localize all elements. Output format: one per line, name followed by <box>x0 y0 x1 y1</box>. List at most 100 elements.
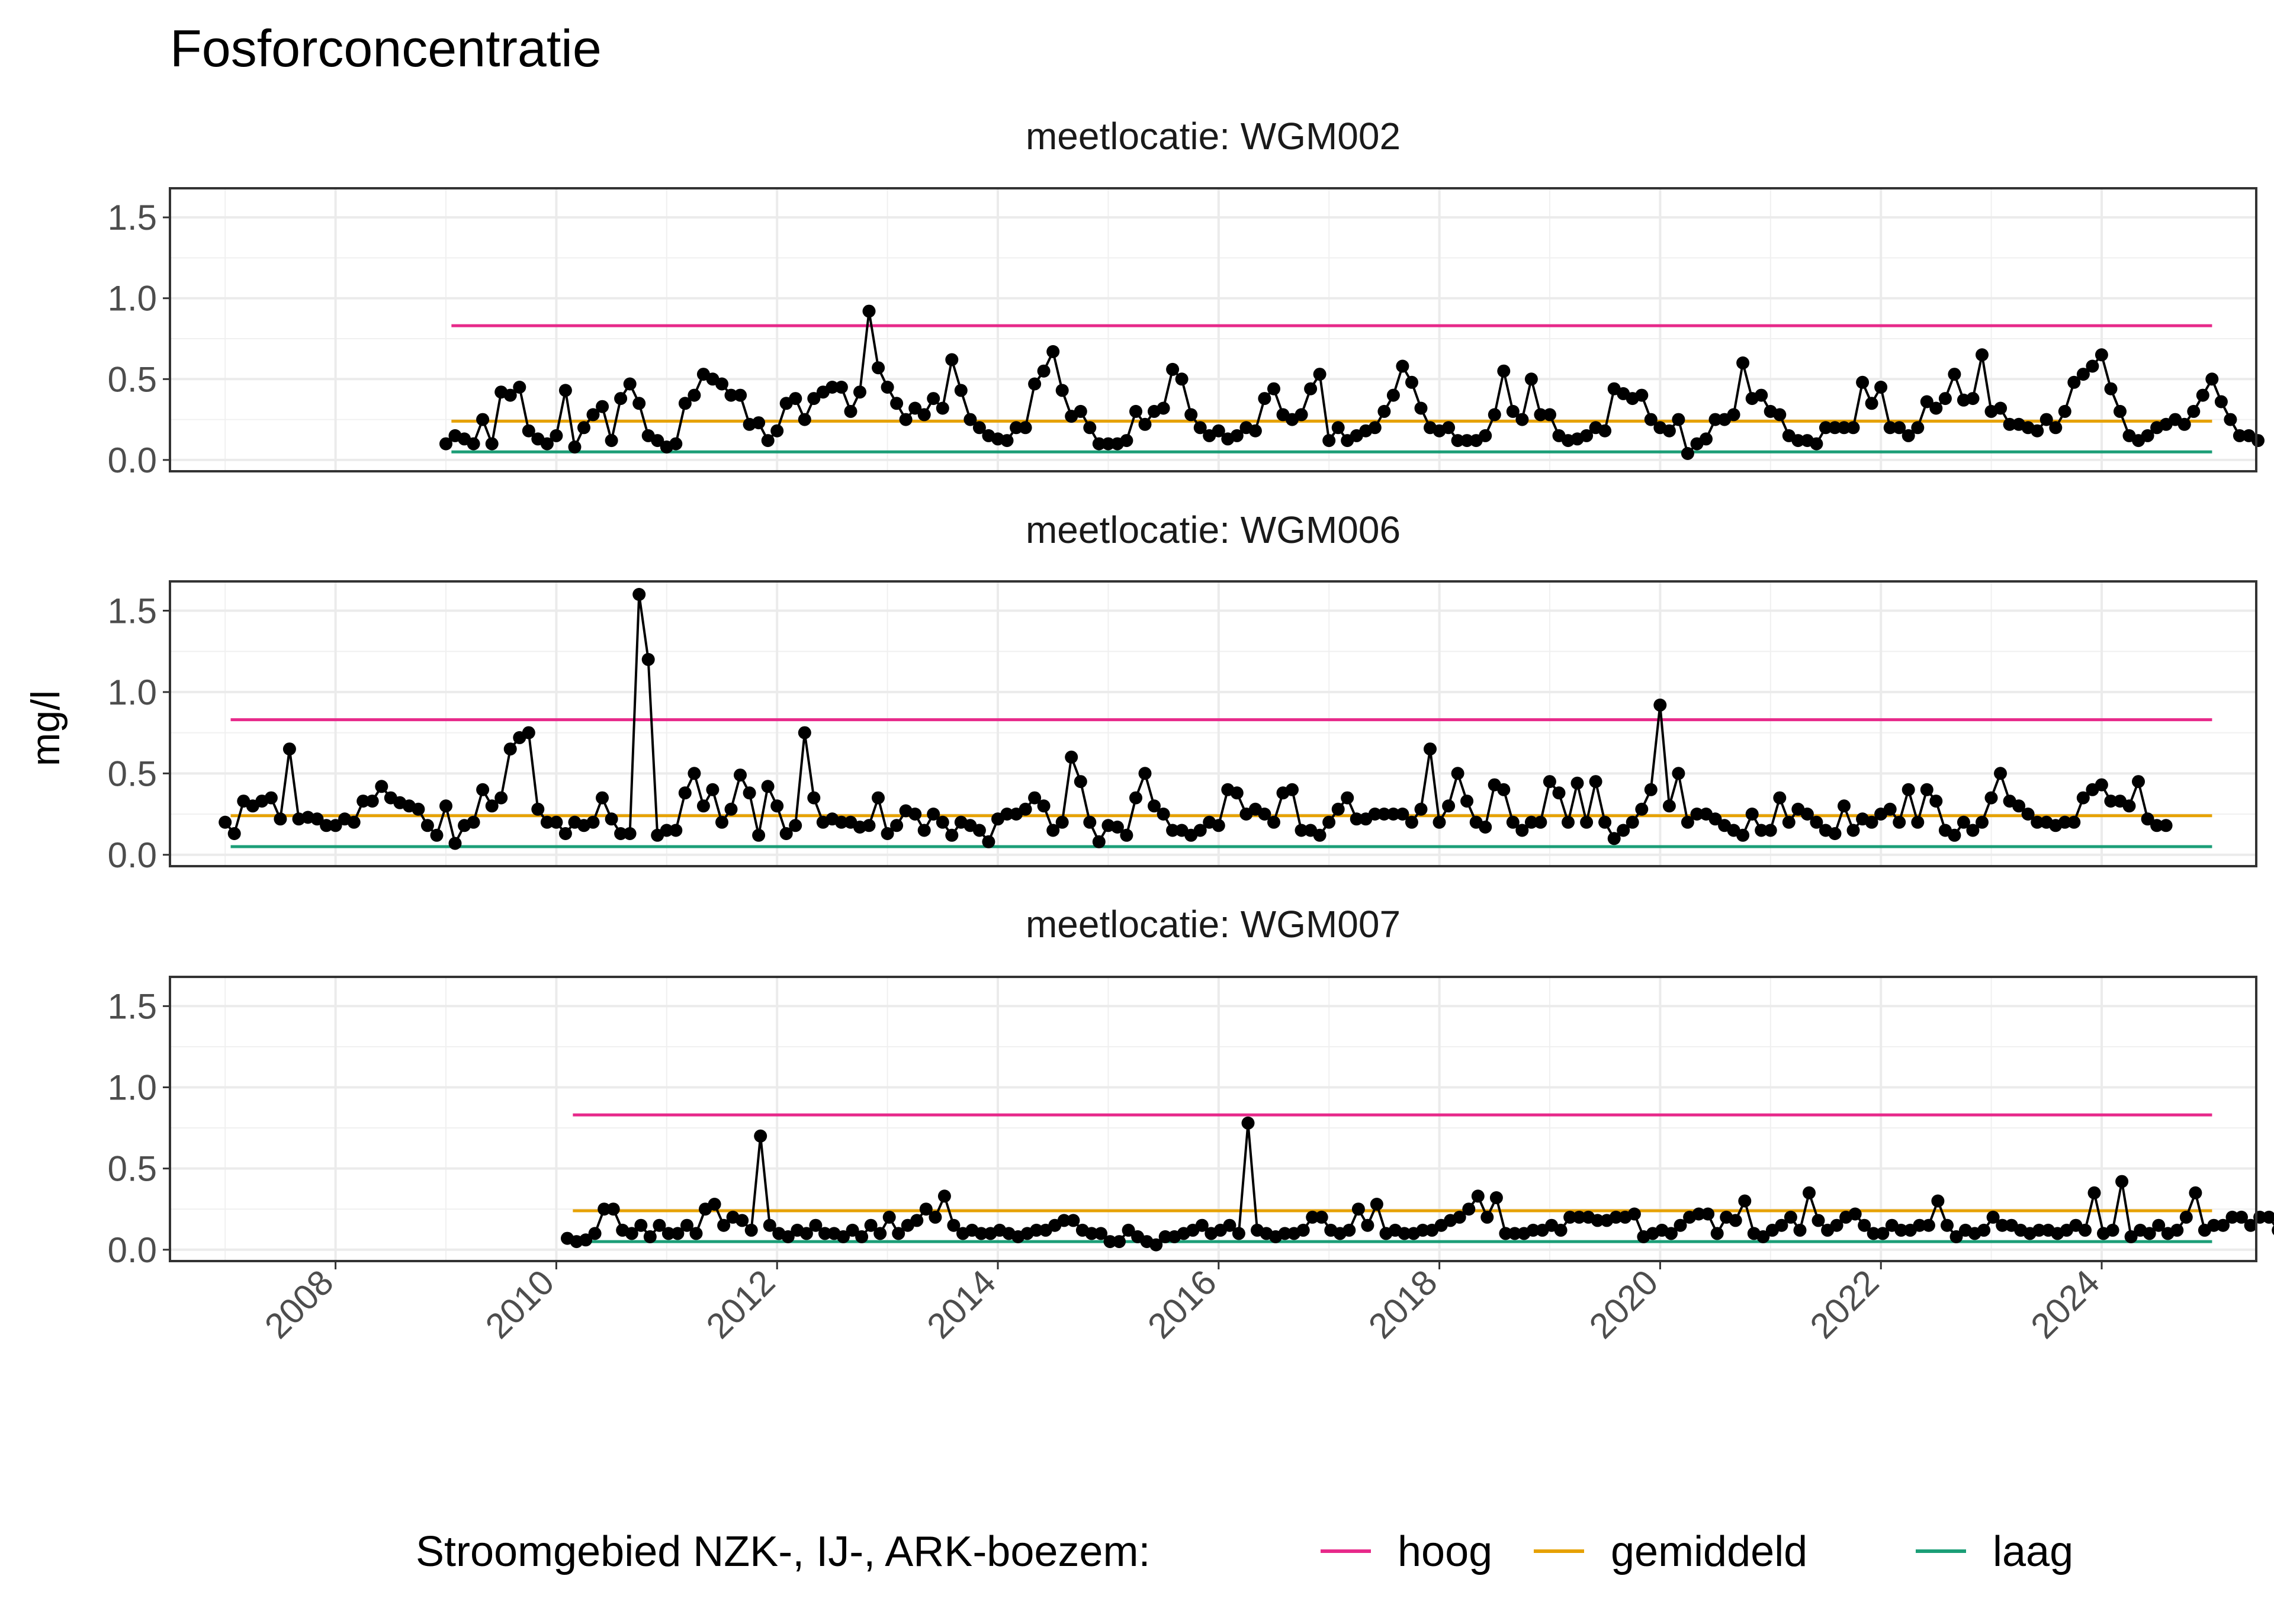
data-point <box>1296 1223 1310 1237</box>
data-point <box>540 815 554 829</box>
data-point <box>430 828 444 842</box>
data-point <box>1609 1210 1623 1224</box>
data-point <box>1488 408 1501 422</box>
data-point <box>1653 698 1667 712</box>
data-point <box>706 783 720 796</box>
data-point <box>1580 429 1594 442</box>
data-point <box>1867 1227 1880 1240</box>
data-point <box>1416 1223 1430 1237</box>
data-point <box>770 424 784 438</box>
data-point <box>1736 356 1750 369</box>
data-point <box>1554 1223 1568 1237</box>
data-point <box>855 1230 869 1243</box>
data-point <box>1627 1207 1641 1221</box>
data-point <box>2205 372 2219 386</box>
data-point <box>1782 815 1796 829</box>
data-point <box>1552 786 1566 800</box>
data-point <box>598 1202 611 1216</box>
data-point <box>1902 783 1915 796</box>
data-point <box>2032 1223 2046 1237</box>
data-point <box>1037 364 1051 378</box>
data-point <box>2087 1186 2101 1199</box>
data-point <box>2003 417 2016 431</box>
data-point <box>789 392 802 406</box>
data-point <box>881 381 894 394</box>
data-point <box>579 1233 593 1247</box>
panel-strip-label: meetlocatie: WGM002 <box>1026 115 1401 157</box>
data-point <box>1451 434 1464 448</box>
data-point <box>1830 1218 1843 1232</box>
data-point <box>2189 1186 2202 1199</box>
data-point <box>807 791 821 805</box>
data-point <box>1175 372 1189 386</box>
data-point <box>1341 791 1354 805</box>
data-point <box>1598 424 1612 438</box>
data-point <box>2196 388 2209 402</box>
data-point <box>1738 1194 1752 1208</box>
data-point <box>1195 1218 1209 1232</box>
data-point <box>1267 382 1280 395</box>
data-point <box>963 413 977 426</box>
data-point <box>910 1214 924 1227</box>
data-point <box>1920 395 1933 409</box>
data-point <box>724 388 738 402</box>
data-point <box>503 388 517 402</box>
data-point <box>1083 421 1097 435</box>
data-point <box>1692 1207 1706 1221</box>
data-point <box>2021 808 2035 821</box>
data-point <box>1913 1218 1926 1232</box>
data-point <box>1138 767 1152 780</box>
data-point <box>1028 791 1042 805</box>
data-point <box>1103 1235 1117 1249</box>
data-point <box>1865 397 1878 410</box>
data-point <box>1662 799 1676 813</box>
data-point <box>1313 368 1326 381</box>
data-point <box>1414 401 1428 415</box>
data-point <box>1396 359 1409 373</box>
data-point <box>274 812 287 826</box>
data-point <box>1931 1194 1945 1208</box>
data-point <box>1812 1214 1825 1227</box>
data-point <box>834 381 848 394</box>
data-point <box>1342 1223 1356 1237</box>
data-point <box>1938 392 1952 406</box>
data-point <box>696 799 710 813</box>
data-point <box>688 767 701 780</box>
data-point <box>1368 421 1382 435</box>
data-point <box>1949 1230 1963 1243</box>
data-point <box>1295 824 1308 837</box>
data-point <box>1701 1207 1715 1221</box>
data-point <box>770 799 784 813</box>
data-point <box>1129 404 1142 418</box>
data-point <box>1497 364 1511 378</box>
data-point <box>1700 432 1713 446</box>
data-point <box>2031 424 2044 438</box>
data-point <box>2224 413 2237 426</box>
data-point <box>1506 815 1520 829</box>
data-point <box>1848 1207 1862 1221</box>
data-point <box>826 381 839 394</box>
data-point <box>1846 421 1860 435</box>
data-point <box>1856 375 1870 389</box>
data-point <box>1966 392 1980 406</box>
data-point <box>752 828 766 842</box>
data-point <box>1074 775 1087 789</box>
data-point <box>1764 824 1777 837</box>
data-point <box>919 1202 933 1216</box>
data-point <box>2076 791 2090 805</box>
chart-title: Fosforconcentratie <box>170 19 602 78</box>
data-point <box>420 819 434 832</box>
data-point <box>1322 815 1336 829</box>
data-point <box>1361 1218 1374 1232</box>
data-point <box>744 1223 758 1237</box>
data-point <box>1736 828 1750 842</box>
data-point <box>1479 429 1492 442</box>
data-point <box>734 768 747 782</box>
data-point <box>1157 401 1170 415</box>
data-point <box>2152 1218 2166 1232</box>
data-point <box>1674 1218 1687 1232</box>
data-point <box>743 786 756 800</box>
data-point <box>643 1230 657 1243</box>
data-point <box>2141 429 2154 442</box>
data-point <box>1793 1223 1807 1237</box>
